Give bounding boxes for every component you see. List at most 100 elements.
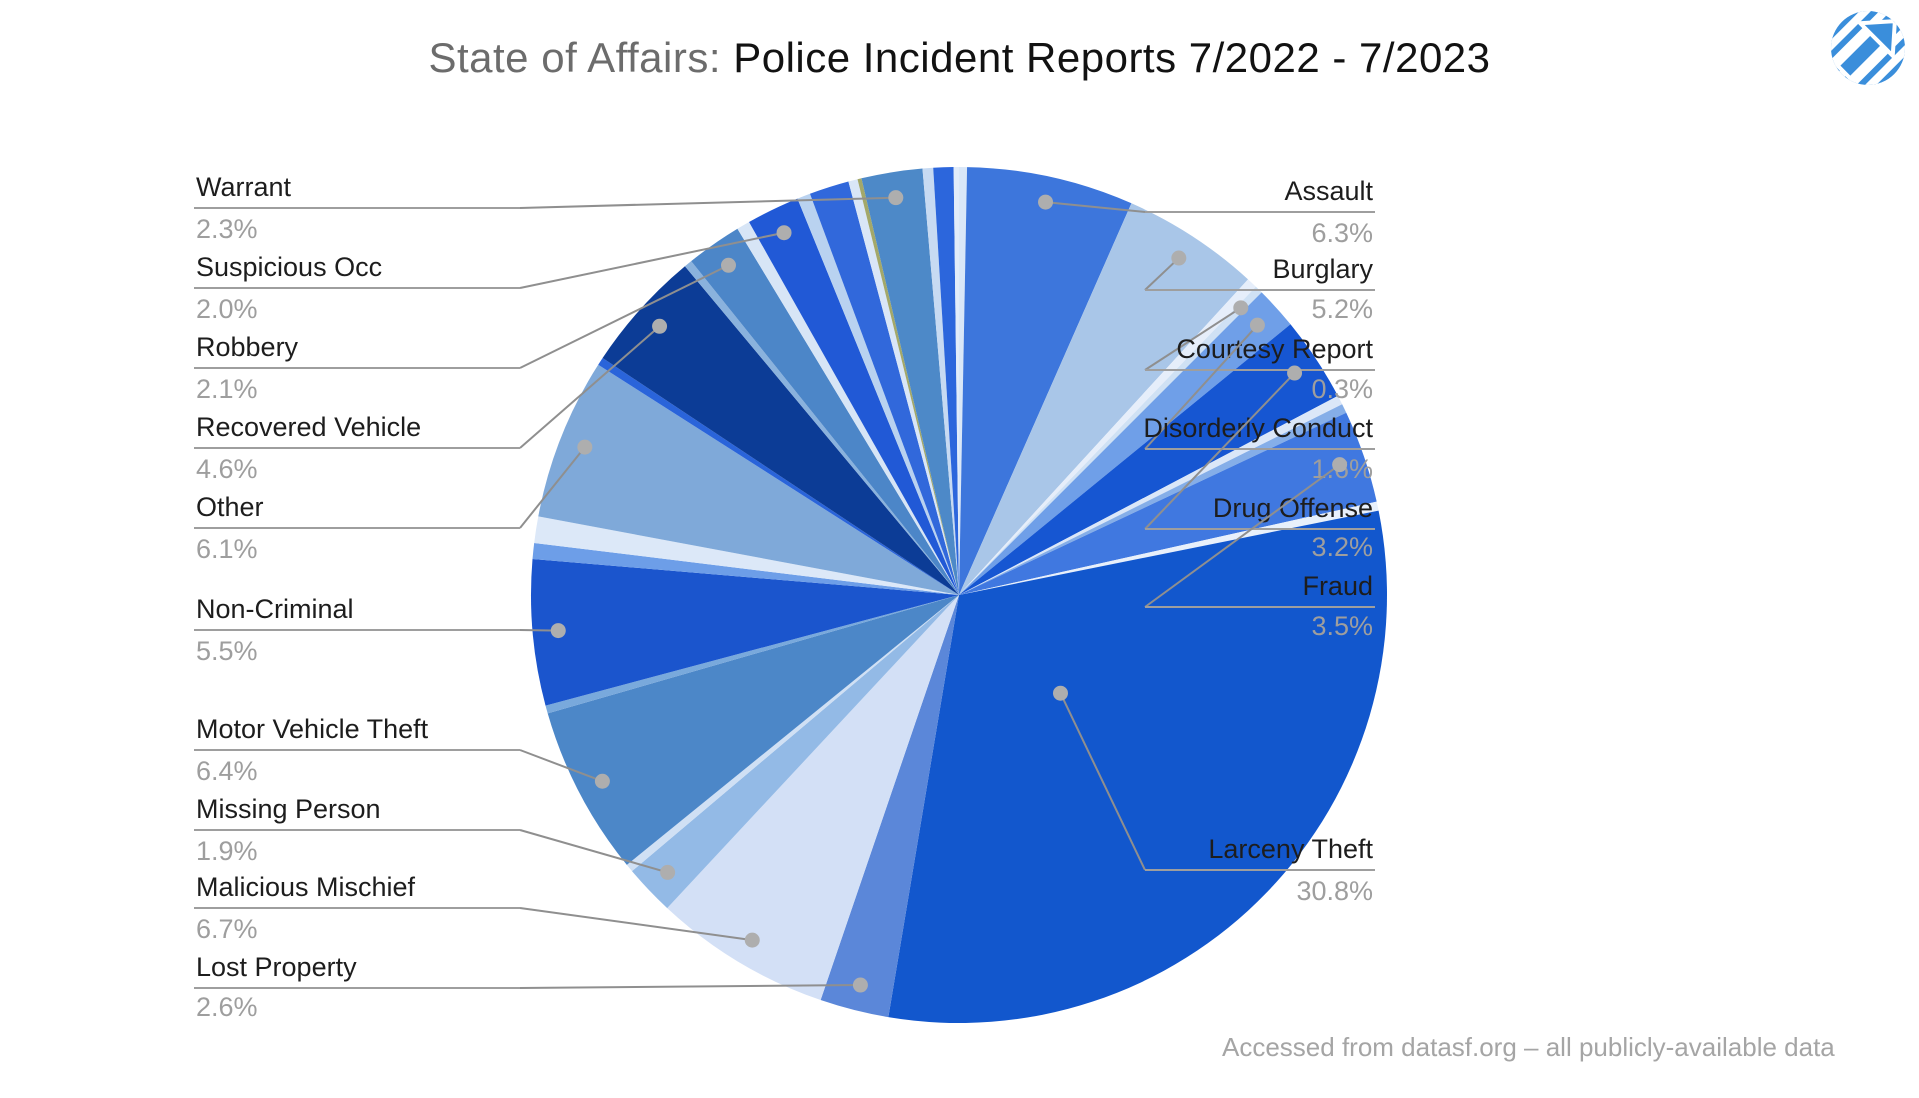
leader-line-burglary [1144, 257, 1180, 291]
slice-pct-malicious-mischief: 6.7% [196, 914, 258, 944]
pie-slice-filler-19 [532, 542, 959, 595]
pie-slice-disorderly-conduct [959, 292, 1291, 595]
pie-slice-burglary [959, 203, 1249, 595]
slice-pct-suspicious-occ: 2.0% [196, 294, 258, 324]
leader-line-robbery [519, 264, 729, 369]
leader-dot-non-criminal [550, 623, 566, 639]
pie-slice-filler-0 [959, 167, 968, 595]
pie-slice-filler-8 [959, 404, 1347, 595]
slice-label-recovered-vehicle: Recovered Vehicle [196, 412, 421, 442]
pie-slice-warrant [861, 168, 959, 596]
leader-dot-burglary [1171, 250, 1187, 266]
leader-dot-disorderly-conduct [1249, 317, 1265, 333]
pie-slice-filler-3 [959, 279, 1256, 595]
leader-dot-courtesy-report [1233, 300, 1249, 316]
slice-label-other: Other [196, 492, 264, 522]
slice-label-larceny-theft: Larceny Theft [1208, 834, 1373, 864]
pie-slice-filler-7 [959, 395, 1343, 595]
slice-pct-motor-vehicle-theft: 6.4% [196, 756, 258, 786]
pie-slice-filler-35 [953, 167, 959, 595]
leader-dot-fraud [1332, 457, 1348, 473]
slice-label-robbery: Robbery [196, 332, 299, 362]
pie-slice-drug-offense [959, 324, 1338, 595]
leader-dot-assault [1038, 194, 1054, 210]
slice-pct-assault: 6.3% [1311, 218, 1373, 248]
leader-line-recovered-vehicle [519, 325, 661, 449]
leader-dot-lost-property [852, 977, 868, 993]
pie-slice-suspicious-occ [749, 198, 959, 596]
pie-slice-assault [959, 167, 1132, 595]
slice-pct-robbery: 2.1% [196, 374, 258, 404]
slice-label-fraud: Fraud [1302, 571, 1373, 601]
leader-line-courtesy-report [1144, 307, 1242, 371]
leader-dot-malicious-mischief [744, 932, 760, 948]
pie-slice-filler-29 [809, 181, 959, 595]
pie-slice-robbery [691, 228, 959, 595]
slice-pct-fraud: 3.5% [1311, 611, 1373, 641]
pie-slice-filler-26 [737, 222, 959, 595]
slice-pct-lost-property: 2.6% [196, 992, 258, 1022]
pie-slice-other [538, 364, 959, 595]
leader-line-suspicious-occ [519, 231, 785, 289]
pie-slice-filler-24 [684, 261, 959, 595]
slice-pct-warrant: 2.3% [196, 214, 258, 244]
pie-slice-filler-30 [848, 179, 959, 595]
leader-line-drug-offense [1144, 372, 1296, 530]
pie-slice-filler-17 [545, 595, 959, 714]
slice-pct-larceny-theft: 30.8% [1296, 876, 1373, 906]
leader-line-motor-vehicle-theft [519, 749, 603, 783]
pie-slice-filler-15 [626, 595, 959, 872]
slice-label-missing-person: Missing Person [196, 794, 381, 824]
leader-line-lost-property [519, 984, 861, 989]
pie-slice-malicious-mischief [667, 595, 959, 1001]
pie-slice-missing-person [631, 595, 959, 909]
leader-dot-suspicious-occ [776, 225, 792, 241]
leader-line-missing-person [519, 829, 668, 874]
leader-line-other [519, 446, 586, 529]
slice-label-burglary: Burglary [1272, 254, 1373, 284]
slice-label-lost-property: Lost Property [196, 952, 357, 982]
slice-pct-other: 6.1% [196, 534, 258, 564]
pie-slice-filler-20 [534, 516, 959, 595]
pie-slice-recovered-vehicle [602, 266, 959, 595]
pie-slice-filler-34 [933, 167, 959, 595]
data-source-attribution: Accessed from datasf.org – all publicly-… [1222, 1032, 1835, 1062]
pie-slice-filler-10 [959, 501, 1379, 595]
leader-line-malicious-mischief [519, 907, 753, 942]
slice-label-motor-vehicle-theft: Motor Vehicle Theft [196, 714, 429, 744]
slice-label-malicious-mischief: Malicious Mischief [196, 872, 416, 902]
title-prefix: State of Affairs: [428, 34, 734, 81]
page-title: State of Affairs: Police Incident Report… [0, 34, 1919, 82]
leader-dot-motor-vehicle-theft [594, 773, 610, 789]
leader-dot-warrant [888, 190, 904, 206]
pie-slice-courtesy-report [959, 286, 1262, 595]
slice-pct-burglary: 5.2% [1311, 294, 1373, 324]
pie-slice-non-criminal [531, 559, 959, 706]
slice-label-suspicious-occ: Suspicious Occ [196, 252, 382, 282]
slice-label-warrant: Warrant [196, 172, 292, 202]
pie-slice-motor-vehicle-theft [547, 595, 959, 865]
pie-slice-larceny-theft [888, 510, 1387, 1024]
leader-line-disorderly-conduct [1144, 324, 1259, 450]
leader-dot-other [577, 439, 593, 455]
pie-slice-lost-property [820, 595, 959, 1018]
pie-slice-filler-22 [598, 357, 959, 595]
slice-pct-non-criminal: 5.5% [196, 636, 258, 666]
leader-dot-recovered-vehicle [652, 318, 668, 334]
pie-slice-filler-33 [922, 167, 959, 595]
leader-line-larceny-theft [1059, 692, 1146, 871]
pie-slice-filler-31 [857, 178, 959, 595]
leader-line-warrant [519, 196, 896, 209]
leader-dot-missing-person [660, 864, 676, 880]
title-main: Police Incident Reports 7/2022 - 7/2023 [733, 34, 1491, 81]
leader-line-assault [1045, 201, 1146, 213]
leader-dot-drug-offense [1287, 365, 1303, 381]
slice-pct-courtesy-report: 0.3% [1311, 374, 1373, 404]
pie-slice-filler-28 [797, 193, 959, 595]
leader-dot-robbery [720, 257, 736, 273]
slice-pct-missing-person: 1.9% [196, 836, 258, 866]
slice-label-disorderly-conduct: Disorderly Conduct [1143, 413, 1373, 443]
slice-label-assault: Assault [1284, 176, 1373, 206]
slice-label-drug-offense: Drug Offense [1213, 493, 1373, 523]
